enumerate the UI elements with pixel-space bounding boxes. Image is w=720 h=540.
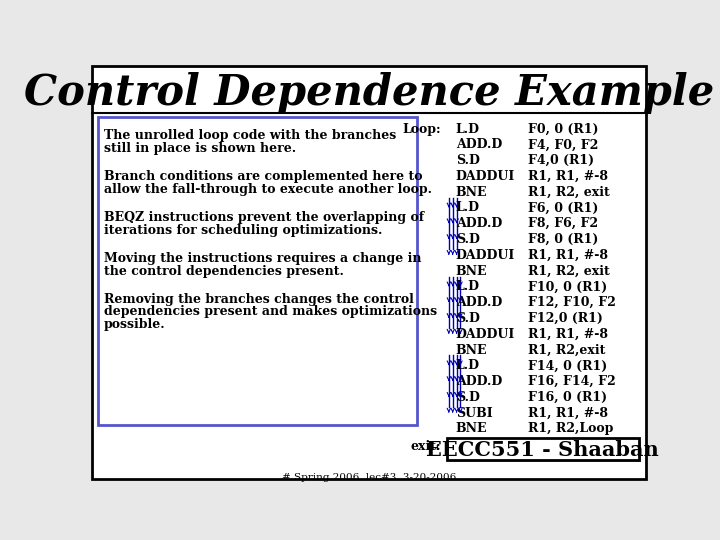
Text: S.D: S.D bbox=[456, 312, 480, 325]
Text: BNE: BNE bbox=[456, 422, 487, 435]
Text: Removing the branches changes the control: Removing the branches changes the contro… bbox=[104, 293, 414, 306]
Text: F10, 0 (R1): F10, 0 (R1) bbox=[528, 280, 607, 293]
Text: F16, 0 (R1): F16, 0 (R1) bbox=[528, 391, 607, 404]
Text: L.D: L.D bbox=[456, 123, 480, 136]
Text: dependencies present and makes optimizations: dependencies present and makes optimizat… bbox=[104, 306, 437, 319]
Text: L.D: L.D bbox=[456, 280, 480, 293]
Text: ADD.D: ADD.D bbox=[456, 138, 502, 151]
Text: ADD.D: ADD.D bbox=[456, 375, 502, 388]
Text: The unrolled loop code with the branches: The unrolled loop code with the branches bbox=[104, 130, 396, 143]
Text: F8, F6, F2: F8, F6, F2 bbox=[528, 217, 598, 230]
Text: DADDUI: DADDUI bbox=[456, 328, 515, 341]
Text: R1, R2,Loop: R1, R2,Loop bbox=[528, 422, 613, 435]
Text: iterations for scheduling optimizations.: iterations for scheduling optimizations. bbox=[104, 224, 382, 237]
Text: Loop:: Loop: bbox=[402, 123, 441, 136]
Text: S.D: S.D bbox=[456, 391, 480, 404]
Text: Control Dependence Example: Control Dependence Example bbox=[24, 71, 714, 113]
Text: BNE: BNE bbox=[456, 343, 487, 356]
Text: R1, R1, #-8: R1, R1, #-8 bbox=[528, 328, 608, 341]
Text: BEQZ instructions prevent the overlapping of: BEQZ instructions prevent the overlappin… bbox=[104, 211, 424, 224]
Text: F12, F10, F2: F12, F10, F2 bbox=[528, 296, 616, 309]
Text: S.D: S.D bbox=[456, 154, 480, 167]
Text: F6, 0 (R1): F6, 0 (R1) bbox=[528, 201, 598, 214]
Text: BNE: BNE bbox=[456, 186, 487, 199]
Text: still in place is shown here.: still in place is shown here. bbox=[104, 142, 296, 155]
FancyBboxPatch shape bbox=[449, 441, 641, 462]
Text: R1, R1, #-8: R1, R1, #-8 bbox=[528, 407, 608, 420]
Text: R1, R2, exit: R1, R2, exit bbox=[528, 186, 610, 199]
Text: EECC551 - Shaaban: EECC551 - Shaaban bbox=[426, 440, 659, 460]
Text: F4, F0, F2: F4, F0, F2 bbox=[528, 138, 598, 151]
Text: # Spring 2006  lec#3  3-20-2006: # Spring 2006 lec#3 3-20-2006 bbox=[282, 473, 456, 482]
Text: SUBI: SUBI bbox=[456, 407, 492, 420]
Text: BNE: BNE bbox=[456, 265, 487, 278]
Text: allow the fall-through to execute another loop.: allow the fall-through to execute anothe… bbox=[104, 183, 432, 196]
Text: the control dependencies present.: the control dependencies present. bbox=[104, 265, 344, 278]
Text: possible.: possible. bbox=[104, 318, 166, 331]
FancyBboxPatch shape bbox=[446, 438, 639, 460]
Text: S.D: S.D bbox=[456, 233, 480, 246]
FancyBboxPatch shape bbox=[91, 66, 647, 479]
Text: L.D: L.D bbox=[456, 359, 480, 372]
Text: ADD.D: ADD.D bbox=[456, 217, 502, 230]
Text: DADDUI: DADDUI bbox=[456, 170, 515, 183]
Text: Branch conditions are complemented here to: Branch conditions are complemented here … bbox=[104, 170, 423, 183]
Text: F12,0 (R1): F12,0 (R1) bbox=[528, 312, 603, 325]
Text: L.D: L.D bbox=[456, 201, 480, 214]
Text: R1, R1, #-8: R1, R1, #-8 bbox=[528, 249, 608, 262]
Text: F4,0 (R1): F4,0 (R1) bbox=[528, 154, 594, 167]
Text: F8, 0 (R1): F8, 0 (R1) bbox=[528, 233, 598, 246]
Text: F16, F14, F2: F16, F14, F2 bbox=[528, 375, 616, 388]
Text: F0, 0 (R1): F0, 0 (R1) bbox=[528, 123, 598, 136]
FancyBboxPatch shape bbox=[98, 117, 417, 425]
Text: Moving the instructions requires a change in: Moving the instructions requires a chang… bbox=[104, 252, 421, 265]
Text: F14, 0 (R1): F14, 0 (R1) bbox=[528, 359, 607, 372]
Text: R1, R2, exit: R1, R2, exit bbox=[528, 265, 610, 278]
Text: ADD.D: ADD.D bbox=[456, 296, 502, 309]
Text: exit:: exit: bbox=[410, 440, 441, 453]
Text: R1, R2,exit: R1, R2,exit bbox=[528, 343, 606, 356]
Text: DADDUI: DADDUI bbox=[456, 249, 515, 262]
Text: R1, R1, #-8: R1, R1, #-8 bbox=[528, 170, 608, 183]
